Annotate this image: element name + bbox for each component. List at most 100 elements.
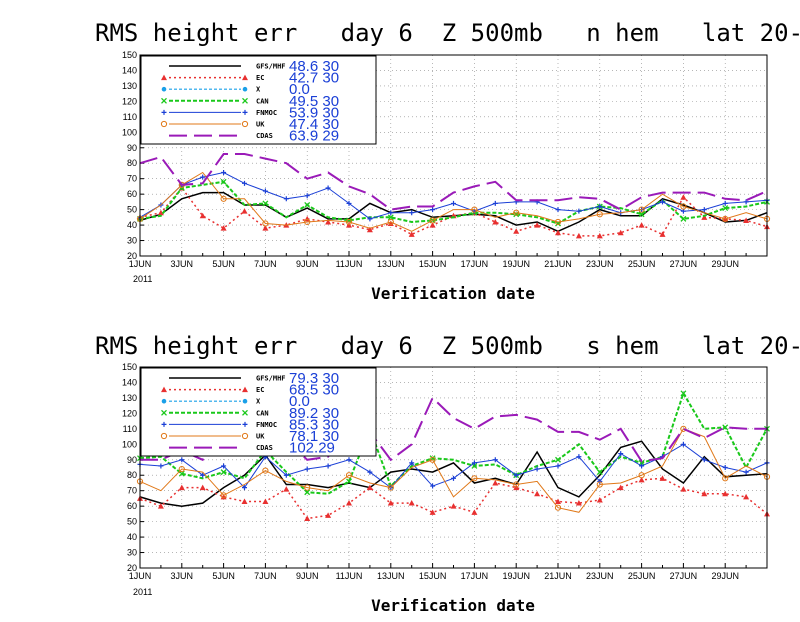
data-point-marker — [304, 218, 311, 226]
data-point-marker — [388, 210, 394, 216]
data-point-marker — [430, 207, 436, 213]
data-point-marker — [304, 202, 311, 208]
x-tick-label: 29JUN — [711, 571, 739, 581]
data-point-marker — [617, 484, 624, 491]
y-tick-label: 140 — [122, 65, 137, 75]
legend-label: CDAS — [256, 132, 273, 140]
legend-box — [140, 367, 377, 457]
legend-stat: 63.9 29 — [289, 128, 339, 145]
data-point-marker — [639, 463, 645, 469]
data-point-marker — [451, 475, 456, 481]
legend-label: FNMOC — [256, 109, 277, 117]
y-tick-label: 50 — [127, 517, 137, 527]
data-point-marker — [283, 472, 289, 478]
legend-item: GFS/MHF 79.3 30 — [169, 370, 339, 387]
legend-stat: 78.1 30 — [289, 428, 339, 445]
data-point-marker — [555, 456, 561, 463]
y-tick-label: 130 — [122, 81, 137, 91]
legend-item: CDAS 63.9 29 — [169, 128, 339, 145]
x-tick-label: 5JUN — [212, 259, 235, 269]
y-tick-label: 150 — [122, 362, 137, 372]
chart-title: RMS height err day 6 Z 500mb s hem lat 2… — [95, 332, 800, 360]
x-axis-label: Verification date — [371, 596, 535, 615]
data-point-marker — [513, 209, 520, 216]
data-point-marker — [555, 229, 561, 236]
legend-item: X 0.0 — [161, 393, 310, 410]
data-point-marker — [555, 463, 561, 469]
data-point-marker — [387, 500, 394, 506]
data-point-marker — [325, 512, 332, 518]
data-point-marker — [157, 209, 164, 216]
y-tick-label: 120 — [122, 96, 137, 106]
data-point-marker — [554, 218, 562, 226]
x-tick-label: 25JUN — [628, 259, 656, 269]
legend-label: CAN — [256, 409, 269, 417]
legend-stat: 102.29 — [289, 440, 335, 457]
data-point-marker — [596, 481, 603, 488]
data-point-marker — [220, 492, 227, 499]
data-point-marker — [471, 206, 478, 213]
legend-marker — [161, 398, 167, 404]
x-tick-label: 13JUN — [377, 571, 405, 581]
data-point-marker — [638, 211, 645, 218]
data-point-marker — [158, 463, 164, 469]
data-point-marker — [429, 222, 436, 228]
series-line — [139, 153, 768, 211]
data-point-marker — [492, 200, 498, 206]
series-line — [139, 428, 768, 513]
legend-item: UK 47.4 30 — [160, 116, 339, 133]
data-point-marker — [680, 215, 687, 222]
x-tick-label: 5JUN — [212, 571, 235, 581]
data-point-marker — [680, 194, 687, 200]
data-point-marker — [304, 193, 310, 199]
data-point-marker — [200, 472, 206, 478]
chart-title: RMS height err day 6 Z 500mb n hem lat 2… — [95, 19, 800, 47]
data-point-marker — [283, 196, 289, 202]
data-point-marker — [680, 203, 687, 210]
data-point-marker — [722, 205, 729, 212]
data-point-marker — [743, 469, 749, 475]
y-tick-label: 50 — [127, 205, 137, 215]
data-point-marker — [492, 218, 499, 225]
data-point-marker — [722, 475, 729, 482]
x-tick-label: 27JUN — [670, 259, 698, 269]
legend-marker — [161, 86, 167, 92]
x-tick-label: 23JUN — [586, 259, 614, 269]
legend-label: EC — [256, 74, 264, 82]
data-point-marker — [157, 503, 164, 509]
data-point-marker — [429, 456, 436, 463]
y-tick-label: 30 — [127, 548, 137, 558]
data-point-marker — [345, 218, 353, 226]
x-tick-label: 9JUN — [296, 259, 319, 269]
data-point-marker — [701, 490, 708, 497]
x-tick-label: 27JUN — [670, 571, 698, 581]
plot-area: 20 30 40 50 60 70 80 90 100 110 120 130 140 150 1JUN 3… — [122, 362, 771, 581]
y-tick-label: 70 — [127, 174, 137, 184]
data-point-marker — [513, 481, 520, 488]
data-point-marker — [346, 200, 352, 206]
data-point-marker — [304, 466, 310, 472]
data-point-marker — [596, 496, 603, 503]
data-point-marker — [325, 185, 331, 191]
x-tick-label: 23JUN — [586, 571, 614, 581]
data-point-marker — [325, 218, 332, 225]
data-point-marker — [597, 204, 603, 210]
y-tick-label: 110 — [123, 424, 137, 434]
legend-marker — [161, 409, 167, 416]
data-point-marker — [429, 217, 436, 224]
data-point-marker — [638, 222, 645, 228]
data-point-marker — [408, 500, 415, 506]
series-gfs-mhf — [139, 440, 768, 507]
x-tick-label: 11JUN — [336, 259, 363, 269]
data-point-marker — [242, 180, 247, 186]
series-uk — [136, 171, 771, 232]
data-point-marker — [221, 170, 227, 176]
x-tick-label: 25JUN — [628, 571, 656, 581]
series-line — [139, 390, 768, 495]
data-point-marker — [430, 483, 436, 489]
data-point-marker — [680, 390, 687, 397]
data-point-marker — [346, 457, 352, 463]
y-tick-label: 60 — [127, 189, 137, 199]
